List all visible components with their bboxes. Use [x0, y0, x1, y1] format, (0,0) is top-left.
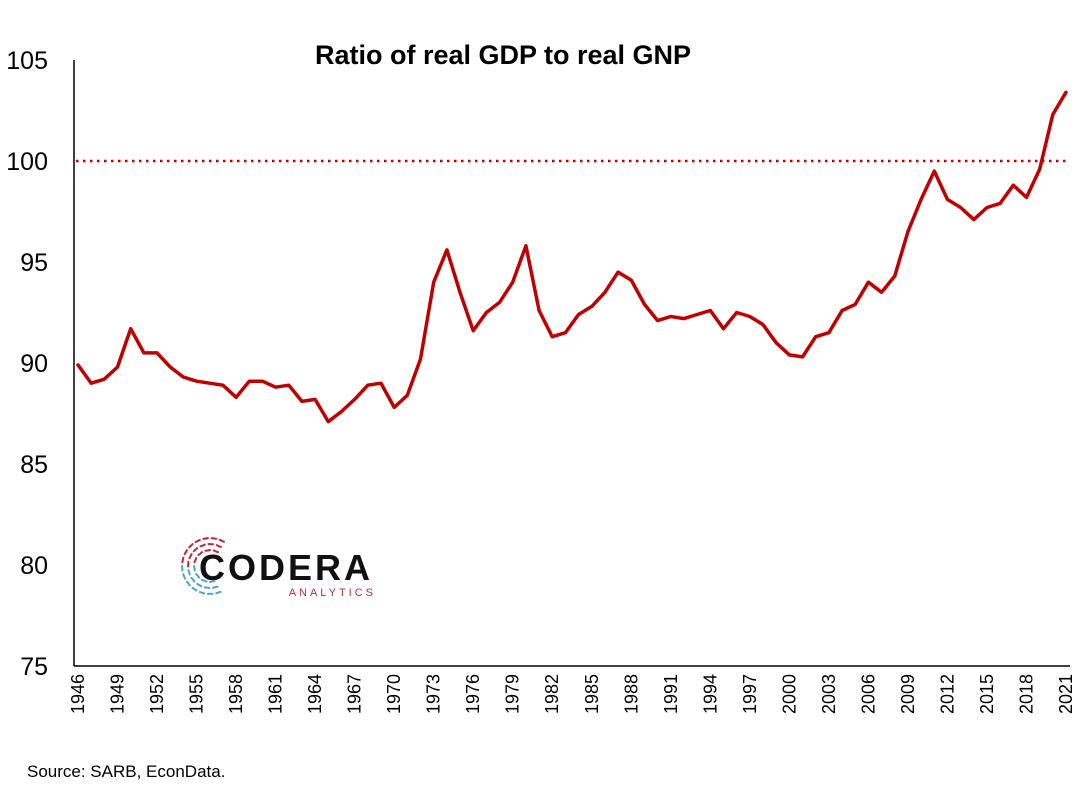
x-tick-label: 1985	[582, 674, 602, 714]
x-tick-label: 1961	[266, 674, 286, 714]
x-tick-label: 2012	[937, 674, 957, 714]
x-tick-label: 2000	[779, 674, 799, 714]
x-tick-label: 2018	[1016, 674, 1036, 714]
x-tick-label: 1988	[621, 674, 641, 714]
x-tick-label: 1964	[305, 674, 325, 714]
logo-name: CODERA	[199, 547, 373, 588]
x-tick-label: 1991	[661, 674, 681, 714]
x-tick-label: 1994	[700, 674, 720, 714]
logo-tagline: ANALYTICS	[289, 587, 376, 599]
x-tick-label: 1979	[503, 674, 523, 714]
y-tick-label: 105	[6, 47, 48, 75]
codera-logo: CODERA ANALYTICS	[181, 537, 376, 599]
x-tick-label: 1949	[108, 674, 128, 714]
x-tick-label: 2003	[819, 674, 839, 714]
x-tick-label: 1946	[68, 674, 88, 714]
x-tick-label: 2021	[1056, 674, 1076, 714]
source-note: Source: SARB, EconData.	[27, 762, 225, 781]
x-tick-labels: 1946 1949 1952 1955 1958 1961 1964 1967 1970 1973…	[68, 674, 1076, 714]
x-tick-label: 1982	[542, 674, 562, 714]
x-tick-label: 1997	[740, 674, 760, 714]
x-tick-label: 1976	[463, 674, 483, 714]
logo-mark-icon	[181, 537, 225, 595]
y-tick-label: 95	[20, 249, 48, 277]
x-tick-label: 2009	[898, 674, 918, 714]
x-tick-label: 1973	[424, 674, 444, 714]
x-tick-label: 2006	[858, 674, 878, 714]
y-tick-label: 90	[20, 350, 48, 378]
x-tick-label: 1958	[226, 674, 246, 714]
y-tick-labels: 75 80 85 90 95 100 105	[6, 47, 48, 681]
x-tick-label: 1955	[187, 674, 207, 714]
axes	[73, 60, 1070, 667]
y-tick-label: 100	[6, 148, 48, 176]
y-tick-label: 80	[20, 552, 48, 580]
x-tick-label: 2015	[977, 674, 997, 714]
x-tick-label: 1967	[345, 674, 365, 714]
chart-title: Ratio of real GDP to real GNP	[315, 40, 691, 70]
y-tick-label: 75	[20, 653, 48, 681]
x-tick-label: 1952	[147, 674, 167, 714]
x-tick-label: 1970	[384, 674, 404, 714]
series-line	[76, 90, 1068, 424]
y-tick-label: 85	[20, 451, 48, 479]
